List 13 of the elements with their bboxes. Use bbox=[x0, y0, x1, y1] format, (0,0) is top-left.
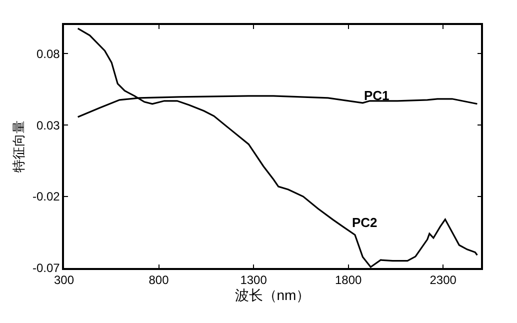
x-tick-label: 1800 bbox=[334, 273, 362, 288]
annotation: PC2 bbox=[352, 215, 378, 230]
x-axis-title: 波长（nm） bbox=[234, 287, 310, 304]
y-axis-title: 特征向量 bbox=[10, 120, 26, 172]
y-tick-label: 0.03 bbox=[36, 118, 60, 132]
y-tick-label: -0.07 bbox=[32, 261, 60, 276]
x-tick-label: 2300 bbox=[430, 273, 457, 288]
y-tick-label: 0.08 bbox=[36, 46, 60, 61]
x-tick-label: 1300 bbox=[240, 273, 268, 288]
y-tick-label: -0.02 bbox=[32, 190, 60, 204]
x-tick-label: 800 bbox=[148, 273, 170, 288]
annotation: PC1 bbox=[364, 88, 390, 103]
x-tick-label: 300 bbox=[54, 273, 74, 288]
